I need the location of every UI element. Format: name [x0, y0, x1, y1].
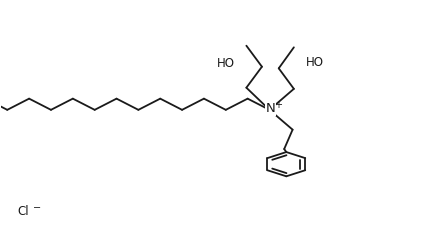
Text: +: +: [274, 100, 282, 110]
Text: HO: HO: [217, 57, 235, 70]
Text: N: N: [266, 102, 276, 115]
Text: −: −: [33, 203, 41, 213]
Text: Cl: Cl: [17, 205, 29, 218]
Text: HO: HO: [306, 56, 324, 69]
